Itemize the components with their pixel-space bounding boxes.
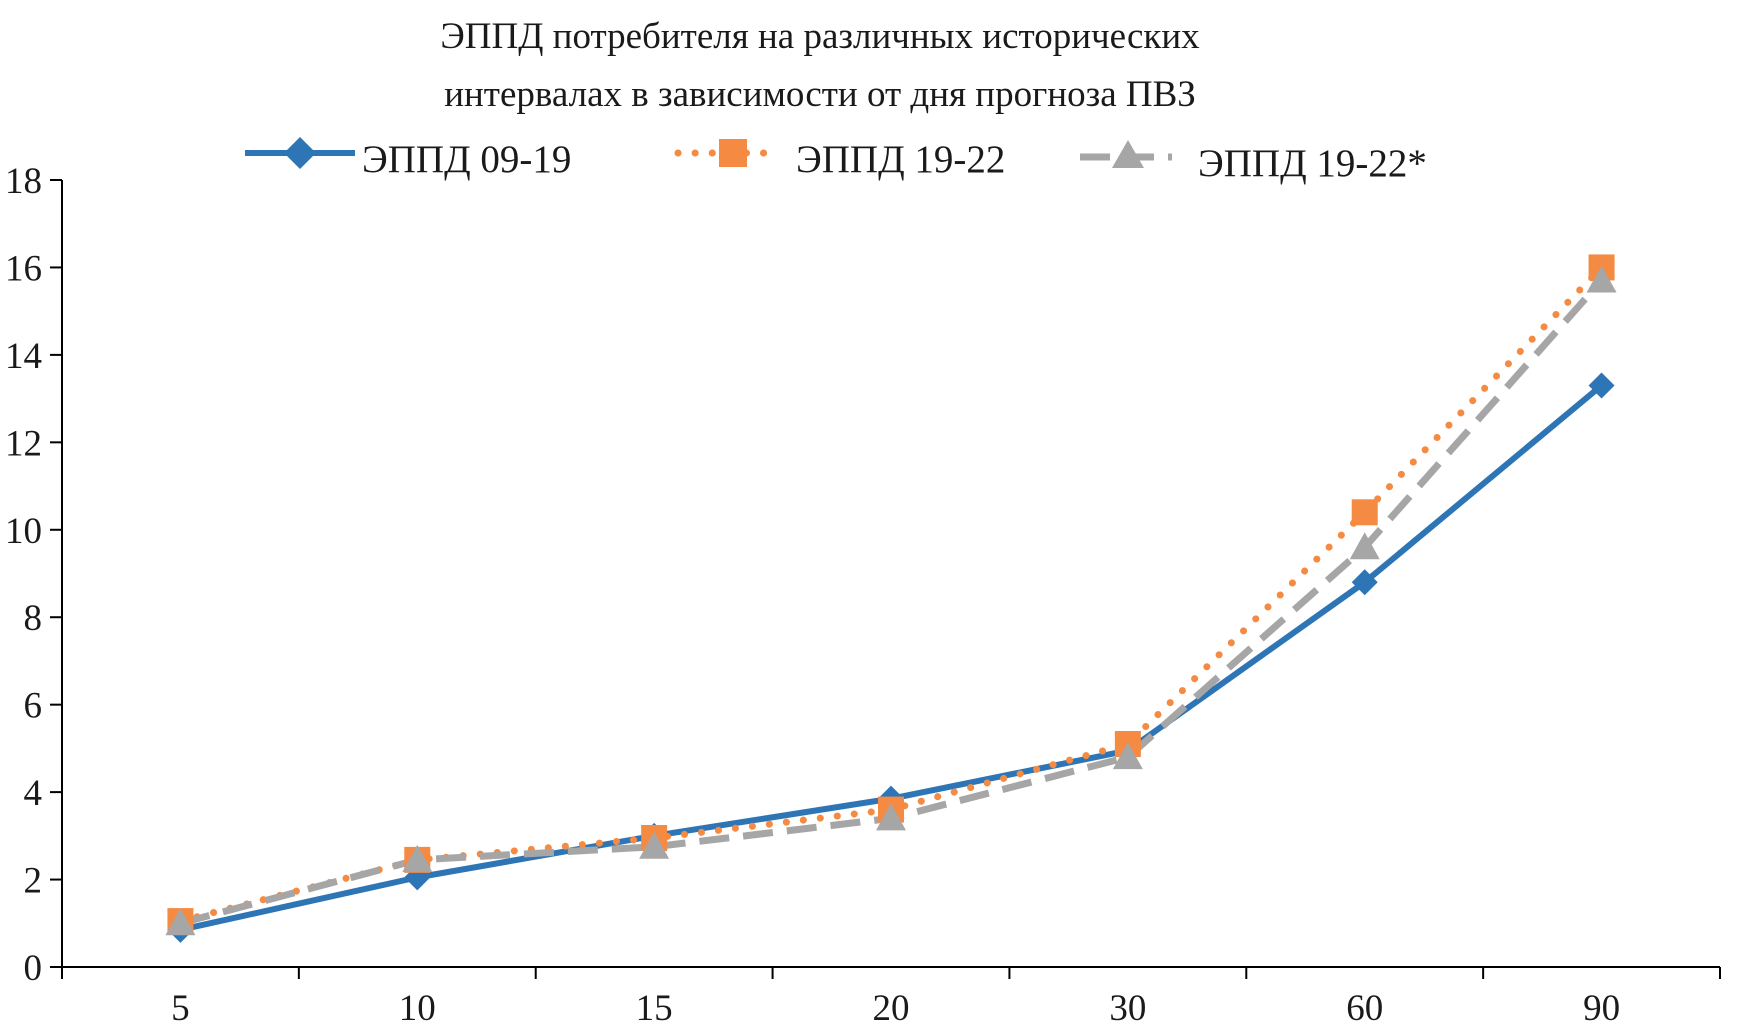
chart-axes bbox=[61, 180, 1720, 968]
y-tick-label: 2 bbox=[24, 861, 43, 902]
y-axis-ticks: 0 2 4 6 8 10 12 14 16 18 bbox=[5, 161, 62, 989]
series-line-1 bbox=[179, 383, 1604, 933]
series-3-point bbox=[876, 803, 906, 831]
series-3-point bbox=[402, 844, 433, 872]
series-1-point bbox=[1351, 569, 1378, 596]
legend-label-series-3: ЭППД 19-22* bbox=[1198, 142, 1427, 185]
x-tick-label: 10 bbox=[399, 988, 436, 1029]
x-tick-label: 60 bbox=[1346, 988, 1383, 1029]
y-tick-label: 4 bbox=[24, 773, 43, 814]
legend-marker-triangle bbox=[1112, 140, 1144, 168]
series-1-point bbox=[1588, 372, 1615, 399]
chart-title: ЭППД потребителя на различных историческ… bbox=[440, 16, 1200, 115]
x-axis-ticks: 5 10 15 20 30 60 90 bbox=[61, 967, 1721, 1029]
x-tick-label: 15 bbox=[636, 988, 673, 1029]
x-tick-label: 20 bbox=[873, 988, 910, 1029]
legend-label-series-1: ЭППД 09-19 bbox=[362, 138, 571, 181]
chart-title-line-1: ЭППД потребителя на различных историческ… bbox=[440, 16, 1200, 57]
chart-title-line-2: интервалах в зависимости от дня прогноза… bbox=[444, 74, 1196, 115]
series-3-point bbox=[1349, 532, 1380, 560]
y-tick-label: 12 bbox=[5, 423, 42, 464]
y-tick-label: 10 bbox=[5, 511, 42, 552]
chart-legend: ЭППД 09-19 ЭППД 19-22 ЭППД 19-22* bbox=[245, 137, 1427, 185]
y-tick-label: 18 bbox=[5, 161, 42, 202]
x-tick-label: 30 bbox=[1109, 988, 1146, 1029]
legend-item-series-2: ЭППД 19-22 bbox=[674, 138, 1005, 181]
series-3-point bbox=[165, 908, 196, 936]
series-3-point bbox=[1586, 265, 1617, 293]
legend-marker-square bbox=[719, 139, 747, 167]
x-tick-label: 5 bbox=[171, 988, 190, 1029]
legend-item-series-3: ЭППД 19-22* bbox=[1080, 140, 1427, 185]
series-3-point bbox=[1112, 742, 1143, 770]
series-layer bbox=[165, 254, 1617, 943]
series-3-point bbox=[639, 831, 670, 859]
legend-label-series-2: ЭППД 19-22 bbox=[796, 138, 1005, 181]
y-tick-label: 0 bbox=[24, 948, 43, 989]
series-2-point bbox=[1351, 499, 1378, 526]
y-tick-label: 16 bbox=[5, 248, 42, 289]
legend-item-series-1: ЭППД 09-19 bbox=[245, 137, 571, 181]
y-tick-label: 8 bbox=[24, 598, 43, 639]
y-tick-label: 6 bbox=[24, 686, 43, 727]
x-tick-label: 90 bbox=[1583, 988, 1620, 1029]
legend-marker-diamond bbox=[284, 137, 316, 169]
y-tick-label: 14 bbox=[5, 336, 42, 377]
